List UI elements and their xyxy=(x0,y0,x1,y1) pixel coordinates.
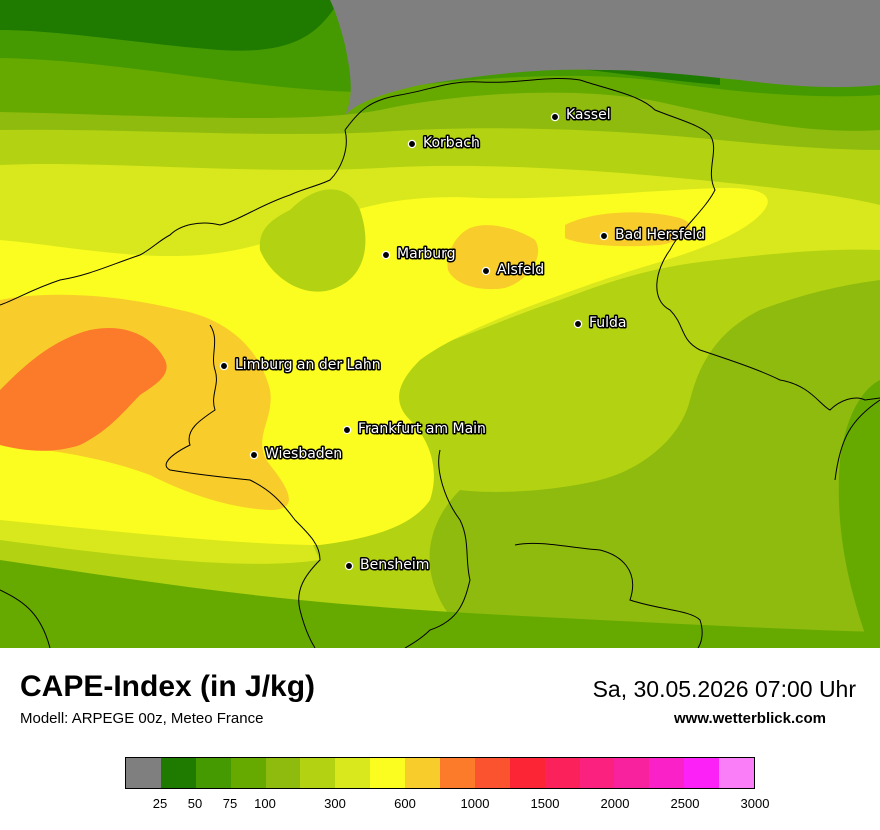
map-title: CAPE-Index (in J/kg) xyxy=(20,670,316,703)
cape-zone-800-hersfeld xyxy=(565,212,691,247)
city-label: Marburg xyxy=(397,246,456,262)
city-dot xyxy=(249,450,259,460)
legend-tick-label: 2500 xyxy=(670,796,700,811)
cape-zone-75-east xyxy=(838,380,880,648)
state-borders xyxy=(0,78,880,648)
legend-swatch xyxy=(474,758,510,788)
legend-swatch xyxy=(509,758,545,788)
city-frankfurt: Frankfurt am Main xyxy=(342,420,487,439)
legend-swatch xyxy=(230,758,266,788)
forecast-datetime: Sa, 30.05.2026 07:00 Uhr xyxy=(592,676,856,702)
legend-swatch xyxy=(126,758,161,788)
cape-zone-75-south xyxy=(0,560,880,648)
legend-tick-label: 600 xyxy=(394,796,416,811)
legend-tick-label: 50 xyxy=(187,796,203,811)
city-fulda: Fulda xyxy=(573,314,628,333)
city-dot xyxy=(381,250,391,260)
legend-swatch xyxy=(405,758,441,788)
legend-swatch xyxy=(160,758,196,788)
legend-tick-label: 1000 xyxy=(460,796,490,811)
legend-swatch xyxy=(614,758,650,788)
legend-swatch xyxy=(440,758,475,788)
city-bensheim: Bensheim xyxy=(344,556,431,575)
city-label: Alsfeld xyxy=(497,262,544,278)
city-label: Frankfurt am Main xyxy=(358,421,486,437)
legend-swatch xyxy=(335,758,371,788)
legend-tick-label: 2000 xyxy=(600,796,630,811)
website-label: www.wetterblick.com xyxy=(674,710,826,727)
cape-zone-1000 xyxy=(0,328,167,451)
color-legend xyxy=(125,757,755,789)
no-data-region xyxy=(330,0,880,115)
legend-tick-label: 3000 xyxy=(740,796,770,811)
legend-swatch xyxy=(544,758,580,788)
city-alsfeld: Alsfeld xyxy=(481,261,546,280)
cape-map: Kassel Korbach Bad Hersfeld Marburg Alsf… xyxy=(0,0,880,648)
city-wiesbaden: Wiesbaden xyxy=(249,445,344,464)
city-marburg: Marburg xyxy=(381,245,457,264)
cities: Kassel Korbach Bad Hersfeld Marburg Alsf… xyxy=(219,106,707,575)
legend-tick-label: 1500 xyxy=(530,796,560,811)
legend-swatch xyxy=(649,758,685,788)
legend-swatch xyxy=(265,758,301,788)
cape-zone-800-alsfeld xyxy=(447,225,539,290)
city-dot xyxy=(219,361,229,371)
city-label: Wiesbaden xyxy=(265,446,342,462)
city-dot xyxy=(344,561,354,571)
city-label: Korbach xyxy=(423,135,480,151)
city-dot xyxy=(407,139,417,149)
legend-swatch xyxy=(719,758,755,788)
legend-swatch xyxy=(195,758,231,788)
cape-zone-marburg xyxy=(259,189,366,292)
city-limburg: Limburg an der Lahn xyxy=(219,356,382,375)
legend-tick-label: 25 xyxy=(152,796,168,811)
city-label: Limburg an der Lahn xyxy=(235,357,381,373)
city-label: Kassel xyxy=(566,107,611,123)
city-label: Bensheim xyxy=(360,557,429,573)
city-dot xyxy=(550,112,560,122)
legend-swatch xyxy=(370,758,406,788)
city-label: Bad Hersfeld xyxy=(615,227,705,243)
legend-tick-label: 75 xyxy=(222,796,238,811)
model-info: Modell: ARPEGE 00z, Meteo France xyxy=(20,710,264,727)
city-dot xyxy=(573,319,583,329)
legend-swatch xyxy=(300,758,336,788)
legend-swatch xyxy=(684,758,720,788)
cape-zone-200-east xyxy=(429,280,880,648)
city-label: Fulda xyxy=(589,315,627,331)
city-kassel: Kassel xyxy=(550,106,612,125)
cape-map-canvas: Kassel Korbach Bad Hersfeld Marburg Alsf… xyxy=(0,0,880,648)
city-korbach: Korbach xyxy=(407,134,481,153)
legend-tick-label: 300 xyxy=(324,796,346,811)
footer: CAPE-Index (in J/kg) Modell: ARPEGE 00z,… xyxy=(0,648,880,830)
city-dot xyxy=(599,231,609,241)
city-dot xyxy=(342,425,352,435)
city-dot xyxy=(481,266,491,276)
legend-tick-label: 100 xyxy=(254,796,276,811)
cape-zone-25 xyxy=(0,0,340,51)
city-bad-hersfeld: Bad Hersfeld xyxy=(599,226,707,245)
legend-swatch xyxy=(579,758,615,788)
